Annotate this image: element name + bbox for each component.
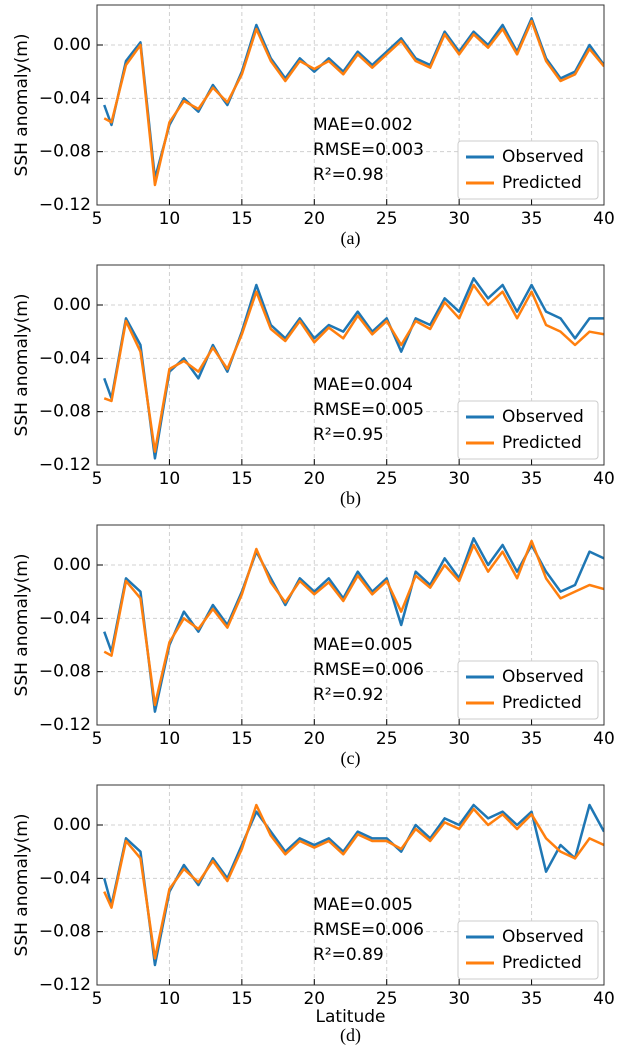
plot-frame [96, 524, 605, 726]
x-tick-label: 35 [521, 209, 543, 229]
x-tick-label: 15 [231, 209, 253, 229]
y-axis-label: SSH anomaly(m) [12, 814, 32, 957]
x-tick-label: 30 [448, 209, 470, 229]
plot-frame [96, 264, 605, 466]
y-tick-label: 0.00 [53, 295, 91, 315]
annotation: R²=0.89 [313, 945, 384, 965]
x-tick-label: 10 [159, 989, 181, 1009]
x-tick-label: 20 [303, 469, 325, 489]
x-tick-label: 5 [92, 209, 103, 229]
y-tick-label: −0.12 [39, 455, 91, 475]
caption: (b) [340, 488, 361, 509]
series-line [103, 283, 604, 453]
x-tick-label: 30 [448, 989, 470, 1009]
y-tick-label: −0.12 [39, 715, 91, 735]
x-tick-label: 40 [593, 469, 615, 489]
x-tick-label: 5 [92, 989, 103, 1009]
legend-label: Predicted [502, 953, 582, 973]
y-tick-label: −0.04 [39, 88, 91, 108]
x-tick-label: 40 [593, 989, 615, 1009]
x-tick-label: 10 [159, 469, 181, 489]
legend-label: Predicted [502, 433, 582, 453]
y-tick-label: −0.12 [39, 195, 91, 215]
x-tick-label: 15 [231, 469, 253, 489]
caption: (d) [340, 1025, 361, 1046]
series-line [103, 277, 604, 460]
x-tick-label: 20 [303, 209, 325, 229]
x-tick-label: 5 [92, 469, 103, 489]
x-tick-label: 5 [92, 729, 103, 749]
x-tick-label: 10 [159, 729, 181, 749]
annotation: RMSE=0.005 [313, 400, 424, 420]
plot-frame [96, 4, 605, 206]
x-tick-label: 10 [159, 209, 181, 229]
x-tick-label: 35 [521, 989, 543, 1009]
x-tick-label: 30 [448, 729, 470, 749]
series-line [103, 803, 604, 960]
annotation: MAE=0.005 [313, 895, 413, 915]
plot-frame [96, 784, 605, 986]
annotation: R²=0.95 [313, 425, 384, 445]
x-tick-label: 25 [376, 989, 398, 1009]
caption: (a) [341, 228, 361, 249]
y-axis-label: SSH anomaly(m) [12, 294, 32, 437]
y-tick-label: −0.04 [39, 868, 91, 888]
y-tick-label: −0.04 [39, 348, 91, 368]
y-axis-label: SSH anomaly(m) [12, 554, 32, 697]
y-axis-label: SSH anomaly(m) [12, 34, 32, 177]
annotation: RMSE=0.003 [313, 140, 424, 160]
series-line [103, 803, 604, 967]
annotation: MAE=0.002 [313, 115, 413, 135]
y-tick-label: −0.08 [39, 402, 91, 422]
x-tick-label: 25 [376, 209, 398, 229]
y-tick-label: −0.08 [39, 662, 91, 682]
x-tick-label: 35 [521, 729, 543, 749]
x-tick-label: 40 [593, 209, 615, 229]
y-tick-label: 0.00 [53, 815, 91, 835]
x-tick-label: 35 [521, 469, 543, 489]
x-tick-label: 15 [231, 729, 253, 749]
legend-label: Observed [502, 927, 584, 947]
annotation: R²=0.92 [313, 685, 384, 705]
x-tick-label: 40 [593, 729, 615, 749]
annotation: R²=0.98 [313, 165, 384, 185]
y-tick-label: −0.12 [39, 975, 91, 995]
x-tick-label: 25 [376, 469, 398, 489]
series-line [103, 539, 604, 707]
series-line [103, 19, 604, 187]
y-tick-label: 0.00 [53, 35, 91, 55]
x-tick-label: 30 [448, 469, 470, 489]
y-tick-label: −0.08 [39, 142, 91, 162]
caption: (c) [341, 748, 361, 769]
legend-label: Predicted [502, 693, 582, 713]
x-tick-label: 20 [303, 989, 325, 1009]
legend-label: Observed [502, 147, 584, 167]
annotation: RMSE=0.006 [313, 660, 424, 680]
x-tick-label: 20 [303, 729, 325, 749]
x-tick-label: 25 [376, 729, 398, 749]
annotation: RMSE=0.006 [313, 920, 424, 940]
series-line [103, 537, 604, 713]
y-tick-label: −0.08 [39, 922, 91, 942]
annotation: MAE=0.005 [313, 635, 413, 655]
legend-label: Observed [502, 667, 584, 687]
annotation: MAE=0.004 [313, 375, 413, 395]
y-tick-label: −0.04 [39, 608, 91, 628]
x-tick-label: 15 [231, 989, 253, 1009]
y-tick-label: 0.00 [53, 555, 91, 575]
x-axis-label: Latitude [316, 1007, 386, 1027]
legend-label: Predicted [502, 173, 582, 193]
legend-label: Observed [502, 407, 584, 427]
